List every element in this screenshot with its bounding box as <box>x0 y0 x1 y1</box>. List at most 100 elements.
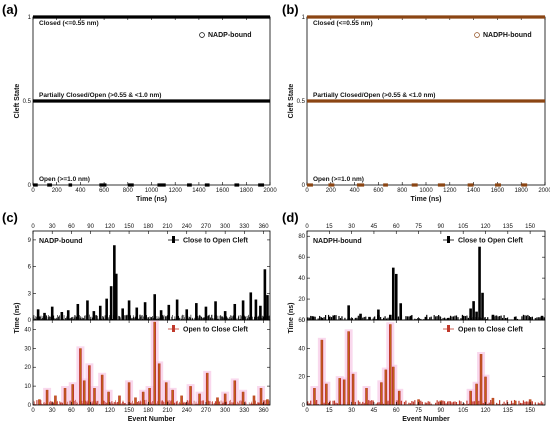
y-tick-label: 60 <box>298 255 305 261</box>
event-bar-peak <box>368 316 371 320</box>
y-tick-label: 6 <box>28 265 32 271</box>
legend-marker <box>474 32 480 38</box>
x-tick-label-top: 60 <box>393 224 400 230</box>
x-tick-label: 1600 <box>216 188 230 194</box>
x-tick-label-top: 45 <box>371 224 378 230</box>
y-tick-label: 1 <box>302 15 306 21</box>
event-bar-peak <box>391 267 395 320</box>
x-tick-label-top: 0 <box>305 224 309 230</box>
x-tick-label: 90 <box>438 408 445 414</box>
y-tick-label: 60 <box>298 318 305 324</box>
event-bar-peak <box>347 305 350 320</box>
annotation-partial: Partially Closed/Open (>0.55 & <1.0 nm) <box>313 92 435 99</box>
x-tick-label: 1400 <box>192 188 206 194</box>
x-tick-label: 135 <box>503 408 514 414</box>
x-tick-label-top: 150 <box>124 224 135 230</box>
y-tick-label: 0 <box>28 403 32 409</box>
x-tick-label-top: 75 <box>415 224 422 230</box>
legend-label: Open to Close Cleft <box>183 327 249 334</box>
event-bar-peak <box>153 294 157 320</box>
y-tick-label: 40 <box>298 346 305 352</box>
x-tick-label-top: 360 <box>259 224 270 230</box>
event-bar-peak <box>481 292 484 320</box>
x-tick-label: 75 <box>415 408 422 414</box>
x-tick-label-top: 0 <box>31 224 35 230</box>
x-tick-label: 300 <box>220 408 231 414</box>
x-tick-label-top: 120 <box>105 224 116 230</box>
event-bar-peak <box>320 317 324 320</box>
x-tick-label: 120 <box>480 408 491 414</box>
event-bar-peak <box>159 310 163 320</box>
y-tick-label: 0 <box>28 318 32 324</box>
x-tick-label: 1600 <box>491 188 505 194</box>
event-bar-peak <box>424 316 428 320</box>
panel-header: NADPH-bound <box>313 238 362 245</box>
x-tick-label: 600 <box>99 188 110 194</box>
x-tick-label: 200 <box>326 188 337 194</box>
annotation-closed: Closed (<=0.55 nm) <box>39 20 99 27</box>
event-bar-peak <box>167 304 171 320</box>
y-tick-label: 20 <box>24 365 31 371</box>
y-tick-label: 0 <box>302 403 306 409</box>
x-tick-label-top: 270 <box>201 224 212 230</box>
legend-label: NADP-bound <box>208 32 252 39</box>
plot-frame <box>306 319 546 406</box>
y-tick-label: 40 <box>298 276 305 282</box>
x-tick-label: 0 <box>305 188 309 194</box>
x-axis-title: Event Number <box>402 416 450 423</box>
x-tick-label: 1400 <box>467 188 481 194</box>
event-bar-peak <box>223 311 227 320</box>
event-bar-peak <box>311 316 315 320</box>
event-bar-peak <box>241 300 245 320</box>
event-bar-peak <box>105 298 108 320</box>
x-tick-label-top: 300 <box>220 224 231 230</box>
event-bar-peak <box>409 315 413 320</box>
event-bar-peak <box>475 311 478 320</box>
x-tick-label: 120 <box>105 408 116 414</box>
event-bar-peak <box>469 308 472 320</box>
x-axis-title: Event Number <box>128 416 176 423</box>
x-tick-label-top: 90 <box>87 224 94 230</box>
x-tick-label-top: 15 <box>326 224 333 230</box>
event-bar-peak <box>60 311 64 320</box>
x-tick-label: 1000 <box>419 188 433 194</box>
x-tick-label: 800 <box>397 188 408 194</box>
event-bar-peak <box>513 316 517 320</box>
x-tick-label: 800 <box>123 188 134 194</box>
x-tick-label: 270 <box>201 408 212 414</box>
event-bar-peak <box>109 286 113 320</box>
x-axis-title: Time (ns) <box>411 196 442 203</box>
x-tick-label: 400 <box>350 188 361 194</box>
y-tick-label: 0.5 <box>297 99 306 105</box>
event-bar-peak <box>259 305 262 320</box>
x-tick-label: 15 <box>326 408 333 414</box>
legend-marker <box>447 236 450 243</box>
x-tick-label: 150 <box>124 408 135 414</box>
x-tick-label: 1800 <box>240 188 254 194</box>
x-tick-label: 1800 <box>515 188 529 194</box>
y-tick-label: 1 <box>28 15 32 21</box>
annotation-open: Open (>=1.0 nm) <box>313 176 364 183</box>
annotation-closed: Closed (<=0.55 nm) <box>313 20 373 27</box>
x-tick-label-top: 150 <box>525 224 536 230</box>
event-bar-peak <box>478 246 481 320</box>
x-tick-label-top: 210 <box>163 224 174 230</box>
x-tick-label-top: 135 <box>503 224 514 230</box>
x-tick-label-top: 105 <box>458 224 469 230</box>
event-bar-peak <box>185 309 189 320</box>
y-tick-label: 3 <box>28 291 32 297</box>
x-tick-label: 180 <box>143 408 154 414</box>
legend-label: Close to Open Cleft <box>183 238 249 245</box>
annotation-open: Open (>=1.0 nm) <box>39 176 90 183</box>
y-tick-label: 80 <box>298 234 305 240</box>
x-tick-label: 1200 <box>443 188 457 194</box>
panel-letter-d: (d) <box>282 210 299 225</box>
x-tick-label: 210 <box>163 408 174 414</box>
event-bar-peak <box>127 300 131 320</box>
event-bar-peak <box>263 269 267 320</box>
panel-letter-b: (b) <box>282 2 299 17</box>
x-tick-label: 2000 <box>538 188 550 194</box>
x-tick-label: 600 <box>373 188 384 194</box>
x-tick-label: 1200 <box>169 188 183 194</box>
y-tick-label: 40 <box>24 327 31 333</box>
